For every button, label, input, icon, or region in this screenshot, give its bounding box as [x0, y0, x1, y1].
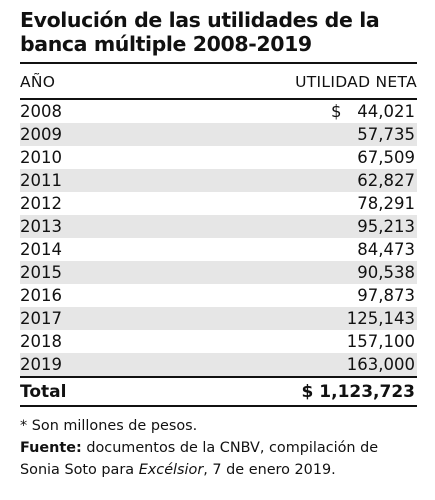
source-note: Fuente: documentos de la CNBV, compilaci…: [20, 437, 417, 481]
row-value-number: 97,873: [357, 286, 415, 305]
row-value-number: 163,000: [346, 355, 415, 374]
table-row: 2008 $ 44,021: [20, 100, 417, 123]
column-header-net-profit: UTILIDAD NETA: [295, 73, 417, 91]
source-publication: Excélsior: [138, 462, 204, 478]
table-row: 2019 163,000: [20, 353, 417, 376]
row-year: 2017: [20, 309, 62, 328]
currency-symbol: $: [331, 102, 342, 121]
row-value-number: 90,538: [357, 263, 415, 282]
row-value-number: 95,213: [357, 217, 415, 236]
table-row: 2014 84,473: [20, 238, 417, 261]
table-row: 2017 125,143: [20, 307, 417, 330]
row-year: 2018: [20, 332, 62, 351]
total-value: $ 1,123,723: [301, 381, 415, 402]
row-year: 2016: [20, 286, 62, 305]
table-body: 2008 $ 44,021 2009 57,735 2010 67,509 20…: [20, 100, 417, 376]
row-value-number: 44,021: [357, 102, 415, 121]
row-year: 2009: [20, 125, 62, 144]
title-line-2: banca múltiple 2008-2019: [20, 32, 312, 56]
table-row: 2009 57,735: [20, 123, 417, 146]
title-line-1: Evolución de las utilidades de la: [20, 8, 380, 32]
table-row: 2012 78,291: [20, 192, 417, 215]
source-text-2: , 7 de enero 2019.: [203, 462, 336, 478]
row-year: 2012: [20, 194, 62, 213]
table-row: 2010 67,509: [20, 146, 417, 169]
row-value: $ 44,021: [331, 102, 415, 121]
row-year: 2011: [20, 171, 62, 190]
column-header-year: AÑO: [20, 73, 56, 91]
table-row: 2016 97,873: [20, 284, 417, 307]
total-row: Total $ 1,123,723: [20, 376, 417, 407]
source-label: Fuente:: [20, 440, 82, 456]
footnote: * Son millones de pesos.: [20, 418, 198, 434]
row-year: 2008: [20, 102, 62, 121]
total-label: Total: [20, 381, 67, 402]
table-notes: * Son millones de pesos. Fuente: documen…: [20, 415, 417, 481]
row-year: 2014: [20, 240, 62, 259]
row-value-number: 78,291: [357, 194, 415, 213]
row-value-number: 125,143: [346, 309, 415, 328]
row-value-number: 62,827: [357, 171, 415, 190]
table-row: 2011 62,827: [20, 169, 417, 192]
row-year: 2013: [20, 217, 62, 236]
row-value-number: 84,473: [357, 240, 415, 259]
table-header: AÑO UTILIDAD NETA: [20, 66, 417, 100]
row-year: 2015: [20, 263, 62, 282]
table-row: 2013 95,213: [20, 215, 417, 238]
table-row: 2015 90,538: [20, 261, 417, 284]
row-year: 2010: [20, 148, 62, 167]
table-title: Evolución de las utilidades de la banca …: [20, 8, 417, 64]
row-year: 2019: [20, 355, 62, 374]
row-value-number: 57,735: [357, 125, 415, 144]
row-value-number: 67,509: [357, 148, 415, 167]
row-value-number: 157,100: [346, 332, 415, 351]
source-text-1: documentos de la CNBV, compilación de So…: [20, 440, 379, 478]
table-row: 2018 157,100: [20, 330, 417, 353]
